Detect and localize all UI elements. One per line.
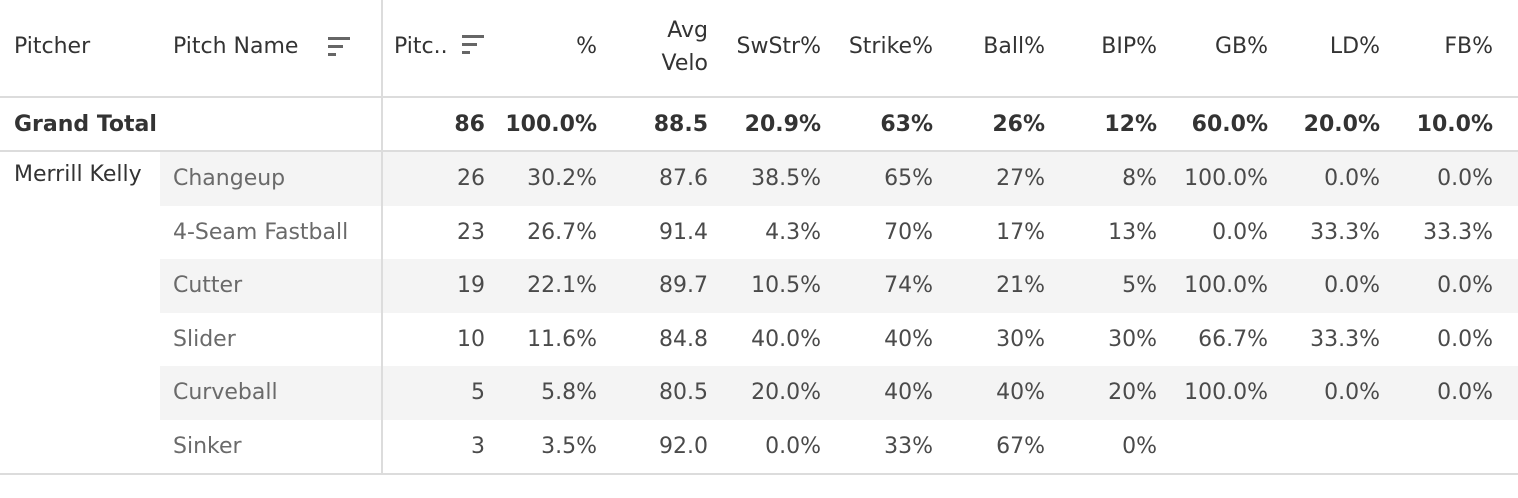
gb-cell: 66.7% [1198,327,1268,352]
avg-velo-cell: 87.6 [659,166,708,191]
ball-cell: 40% [996,380,1045,405]
avg-velo-cell: 92.0 [659,434,708,459]
strike-cell: 40% [884,327,933,352]
swstr-cell: 20.0% [751,380,821,405]
pitches-cell: 10 [457,327,485,352]
strike-cell: 40% [884,380,933,405]
pitcher-name: Merrill Kelly [14,162,142,187]
ld-cell: 0.0% [1324,166,1380,191]
fb-cell: 0.0% [1437,380,1493,405]
ball-cell: 27% [996,166,1045,191]
strike-cell: 74% [884,273,933,298]
bip-cell: 0% [1122,434,1157,459]
fb-cell: 0.0% [1437,327,1493,352]
gb-cell: 100.0% [1184,273,1268,298]
gb-cell: 100.0% [1184,166,1268,191]
swstr-cell: 40.0% [751,327,821,352]
fb-cell: 0.0% [1437,273,1493,298]
ld-cell: 33.3% [1310,327,1380,352]
pitches-cell: 23 [457,220,485,245]
avg-velo-cell: 84.8 [659,327,708,352]
bip-cell: 30% [1108,327,1157,352]
ball-cell: 17% [996,220,1045,245]
swstr-cell: 10.5% [751,273,821,298]
bottom-divider [0,473,1518,475]
pitches-cell: 5 [471,380,485,405]
header-pitches[interactable]: Pitc.. [394,34,448,59]
row-band [160,152,1518,206]
header-pitcher[interactable]: Pitcher [14,34,91,59]
strike-cell: 65% [884,166,933,191]
gb-cell: 0.0% [1212,220,1268,245]
pane-divider [381,0,383,474]
strike-cell: 33% [884,434,933,459]
header-ld[interactable]: LD% [1329,34,1380,59]
gb-cell: 100.0% [1184,380,1268,405]
grand-total-swstr: 20.9% [744,112,821,137]
header-divider [0,96,1518,98]
bip-cell: 20% [1108,380,1157,405]
pct-cell: 26.7% [527,220,597,245]
pitch-name-cell: Sinker [173,434,242,459]
total-divider [0,150,1518,152]
grand-total-pct: 100.0% [505,112,597,137]
ball-cell: 30% [996,327,1045,352]
grand-total-label: Grand Total [14,112,157,137]
row-band [160,366,1518,420]
header-gb[interactable]: GB% [1214,34,1268,59]
pitches-cell: 26 [457,166,485,191]
ball-cell: 21% [996,273,1045,298]
pct-cell: 3.5% [541,434,597,459]
pitch-name-cell: 4-Seam Fastball [173,220,349,245]
grand-total-pitches: 86 [454,112,485,137]
ld-cell: 0.0% [1324,273,1380,298]
sort-icon[interactable] [462,35,484,55]
pct-cell: 11.6% [527,327,597,352]
pct-cell: 30.2% [527,166,597,191]
bip-cell: 8% [1122,166,1157,191]
header-ball[interactable]: Ball% [983,34,1045,59]
avg-velo-cell: 80.5 [659,380,708,405]
header-fb[interactable]: FB% [1444,34,1493,59]
ld-cell: 0.0% [1324,380,1380,405]
header-pitch-name[interactable]: Pitch Name [173,34,299,59]
swstr-cell: 38.5% [751,166,821,191]
grand-total-gb: 60.0% [1191,112,1268,137]
header-swstr[interactable]: SwStr% [736,34,822,59]
pitches-cell: 3 [471,434,485,459]
ball-cell: 67% [996,434,1045,459]
ld-cell: 33.3% [1310,220,1380,245]
grand-total-bip: 12% [1104,112,1157,137]
header-strike[interactable]: Strike% [848,34,933,59]
swstr-cell: 0.0% [765,434,821,459]
header-bip[interactable]: BIP% [1101,34,1157,59]
fb-cell: 0.0% [1437,166,1493,191]
header-avg-velo-line2[interactable]: Velo [661,51,708,76]
pct-cell: 22.1% [527,273,597,298]
grand-total-ld: 20.0% [1303,112,1380,137]
pitch-name-cell: Slider [173,327,236,352]
bip-cell: 13% [1108,220,1157,245]
swstr-cell: 4.3% [765,220,821,245]
strike-cell: 70% [884,220,933,245]
fb-cell: 33.3% [1423,220,1493,245]
sort-icon[interactable] [328,37,350,57]
grand-total-avg-velo: 88.5 [653,112,708,137]
grand-total-fb: 10.0% [1416,112,1493,137]
pitch-name-cell: Changeup [173,166,286,191]
pct-cell: 5.8% [541,380,597,405]
pitches-cell: 19 [457,273,485,298]
grand-total-strike: 63% [880,112,933,137]
pitch-name-cell: Cutter [173,273,243,298]
avg-velo-cell: 89.7 [659,273,708,298]
header-avg-velo-line1[interactable]: Avg [667,18,708,43]
pitch-name-cell: Curveball [173,380,278,405]
grand-total-ball: 26% [992,112,1045,137]
row-band [160,259,1518,313]
avg-velo-cell: 91.4 [659,220,708,245]
bip-cell: 5% [1122,273,1157,298]
header-percent[interactable]: % [576,34,597,59]
